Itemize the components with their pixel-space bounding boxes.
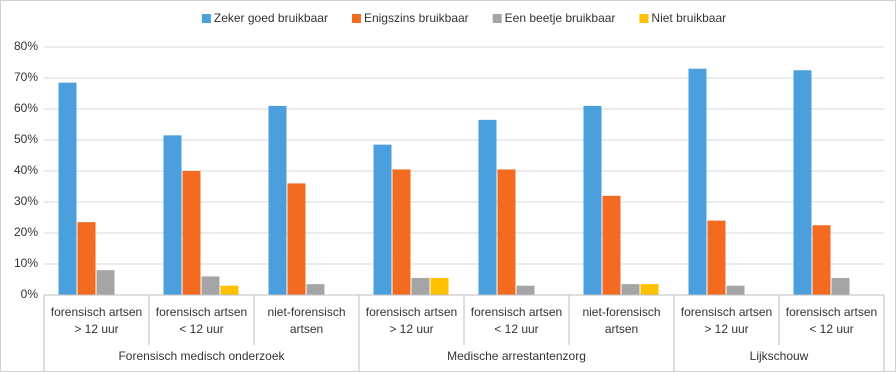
y-tick-label: 30%: [14, 194, 38, 208]
x-tick-label: forensisch artsen: [681, 305, 772, 319]
bar: [373, 144, 392, 295]
group-label: Forensisch medisch onderzoek: [118, 349, 285, 363]
group-label: Medische arrestantenzorg: [447, 349, 586, 363]
legend-label: Enigszins bruikbaar: [364, 11, 469, 25]
bar: [268, 105, 287, 296]
legend-swatch: [492, 14, 502, 23]
legend-swatch: [351, 14, 361, 23]
y-tick-label: 10%: [14, 256, 38, 270]
x-tick-label: > 12 uur: [704, 322, 748, 336]
group-label: Lijkschouw: [750, 349, 809, 363]
x-tick-label: < 12 uur: [179, 322, 223, 336]
x-tick-label: niet-forensisch: [267, 305, 345, 319]
bar: [621, 284, 640, 295]
bar: [58, 82, 77, 296]
bar: [411, 277, 430, 295]
bar: [96, 270, 115, 295]
bar: [163, 135, 182, 295]
legend-label: Niet bruikbaar: [651, 11, 726, 25]
y-tick-label: 70%: [14, 70, 38, 84]
bar: [220, 285, 239, 295]
bar: [182, 171, 201, 295]
legend-label: Zeker goed bruikbaar: [214, 11, 328, 25]
bar: [497, 169, 516, 295]
x-tick-label: forensisch artsen: [51, 305, 142, 319]
x-tick-label: < 12 uur: [809, 322, 853, 336]
x-tick-label: forensisch artsen: [786, 305, 877, 319]
x-tick-label: < 12 uur: [494, 322, 538, 336]
legend-label: Een beetje bruikbaar: [505, 11, 616, 25]
bar: [793, 70, 812, 295]
y-tick-label: 40%: [14, 163, 38, 177]
x-tick-label: forensisch artsen: [366, 305, 457, 319]
legend-swatch: [201, 14, 211, 23]
x-tick-label: artsen: [605, 322, 638, 336]
bar: [583, 105, 602, 296]
legend-swatch: [639, 14, 649, 23]
bar: [430, 277, 449, 295]
bar: [306, 284, 325, 295]
y-tick-label: 60%: [14, 101, 38, 115]
bar: [478, 119, 497, 295]
y-tick-label: 80%: [14, 39, 38, 53]
y-tick-label: 50%: [14, 132, 38, 146]
bar: [392, 169, 411, 295]
bar: [688, 68, 707, 295]
x-tick-label: forensisch artsen: [156, 305, 247, 319]
x-tick-label: artsen: [290, 322, 323, 336]
bar: [287, 183, 306, 295]
x-tick-label: > 12 uur: [389, 322, 433, 336]
bar: [707, 220, 726, 295]
bar: [77, 222, 96, 295]
y-tick-label: 20%: [14, 225, 38, 239]
x-tick-label: niet-forensisch: [582, 305, 660, 319]
bar: [812, 225, 831, 295]
x-tick-label: > 12 uur: [74, 322, 118, 336]
bar: [516, 285, 535, 295]
bar: [201, 276, 220, 295]
bar: [602, 195, 621, 295]
y-tick-label: 0%: [21, 287, 39, 301]
bar: [640, 284, 659, 295]
bar: [831, 277, 850, 295]
x-tick-label: forensisch artsen: [471, 305, 562, 319]
bar: [726, 285, 745, 295]
